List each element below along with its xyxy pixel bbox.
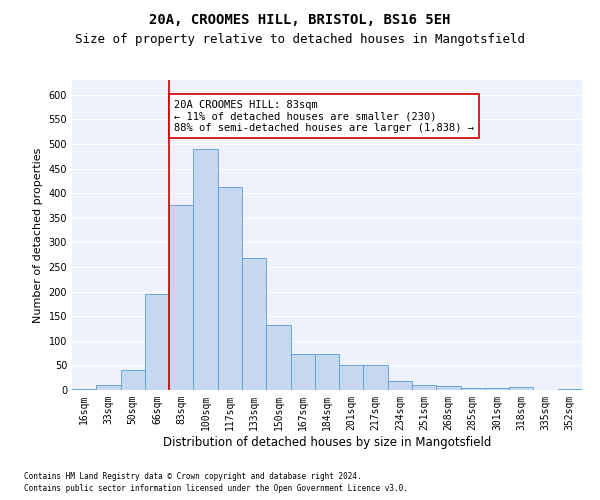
Bar (509, 387, 533, 390)
Bar (96, 385, 121, 390)
Bar (121, 370, 145, 390)
Bar (461, 388, 485, 390)
Bar (290, 354, 315, 390)
Text: Contains HM Land Registry data © Crown copyright and database right 2024.: Contains HM Land Registry data © Crown c… (24, 472, 362, 481)
Bar (339, 366, 364, 390)
Text: 20A, CROOMES HILL, BRISTOL, BS16 5EH: 20A, CROOMES HILL, BRISTOL, BS16 5EH (149, 12, 451, 26)
Bar (242, 258, 266, 390)
Bar (436, 386, 461, 390)
Bar (193, 149, 218, 390)
Bar (72, 388, 96, 390)
Bar (412, 385, 436, 390)
X-axis label: Distribution of detached houses by size in Mangotsfield: Distribution of detached houses by size … (163, 436, 491, 448)
Bar (485, 388, 509, 390)
Bar (364, 366, 388, 390)
Text: Size of property relative to detached houses in Mangotsfield: Size of property relative to detached ho… (75, 32, 525, 46)
Bar (558, 389, 582, 390)
Bar (266, 325, 290, 390)
Y-axis label: Number of detached properties: Number of detached properties (33, 148, 43, 322)
Text: Contains public sector information licensed under the Open Government Licence v3: Contains public sector information licen… (24, 484, 408, 493)
Bar (388, 381, 412, 390)
Bar (169, 206, 193, 390)
Bar (145, 294, 169, 390)
Bar (315, 354, 339, 390)
Bar (218, 187, 242, 390)
Text: 20A CROOMES HILL: 83sqm
← 11% of detached houses are smaller (230)
88% of semi-d: 20A CROOMES HILL: 83sqm ← 11% of detache… (174, 100, 474, 133)
